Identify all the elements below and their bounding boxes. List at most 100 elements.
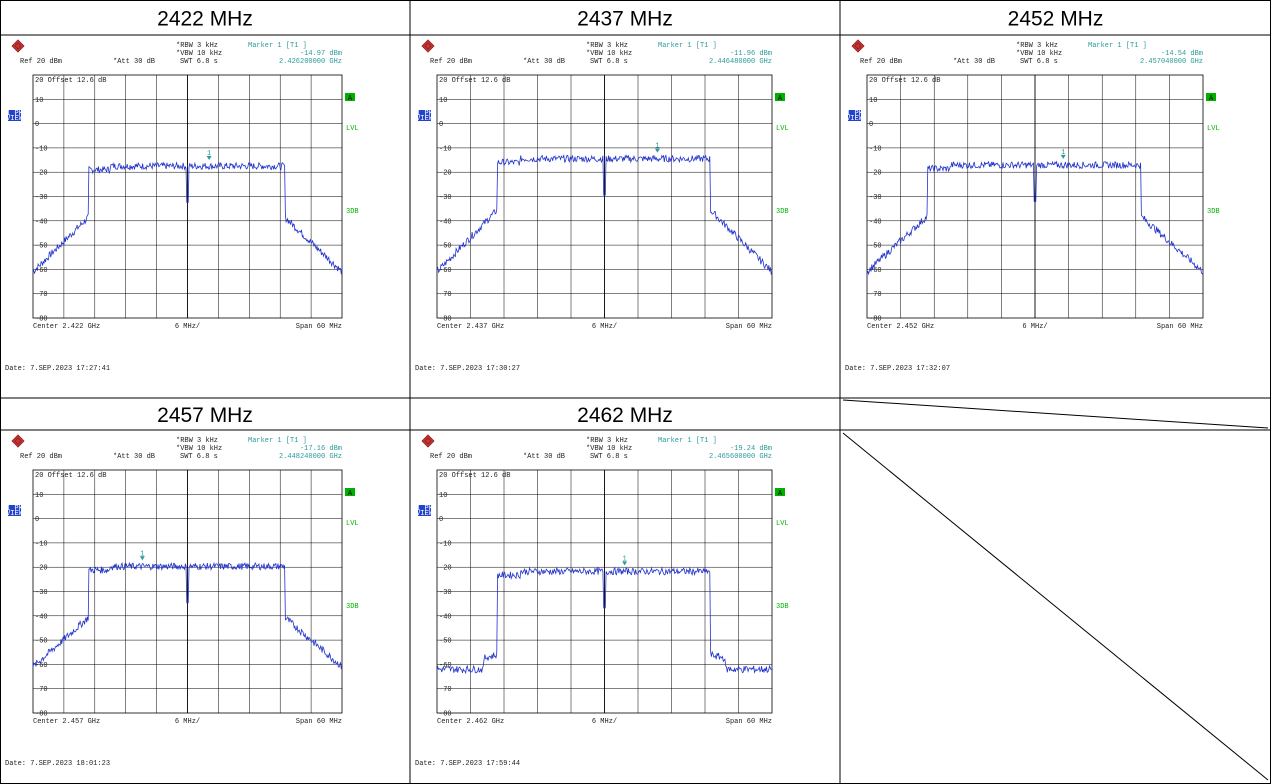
lvl: LVL	[346, 125, 359, 133]
y-tick-label: -60	[35, 662, 48, 670]
att: *Att 30 dB	[113, 58, 155, 66]
span: Span 60 MHz	[726, 323, 772, 331]
att: *Att 30 dB	[953, 58, 995, 66]
column-header: 2462 MHz	[577, 404, 673, 427]
vbw: *VBW 10 kHz	[586, 445, 632, 453]
y-tick-label: -80	[439, 316, 452, 324]
marker-value: -11.96 dBm	[730, 50, 772, 58]
marker	[139, 556, 145, 561]
y-tick-label: -80	[439, 711, 452, 719]
db3: 3DB	[346, 208, 359, 216]
marker-freq: 2.457040000 GHz	[1140, 58, 1203, 66]
trace	[866, 160, 1204, 276]
y-tick-label: 0	[35, 121, 39, 129]
div: 6 MHz/	[592, 323, 617, 331]
a-label: A	[1209, 95, 1214, 103]
date: Date: 7.SEP.2023 17:59:44	[415, 760, 520, 768]
vbw: *VBW 10 kHz	[176, 50, 222, 58]
y-tick-label: -20	[439, 170, 452, 178]
att: *Att 30 dB	[113, 453, 155, 461]
marker-num: 1	[622, 555, 626, 563]
y-tick-label: 0	[869, 121, 873, 129]
y-tick-label: -30	[35, 194, 48, 202]
date: Date: 7.SEP.2023 17:27:41	[5, 365, 110, 373]
y-tick-label: -10	[35, 540, 48, 548]
logo	[421, 39, 435, 53]
offset: 20 Offset 12.6 dB	[35, 472, 106, 480]
center: Center 2.437 GHz	[437, 323, 504, 331]
marker	[654, 148, 660, 153]
marker-value: -19.24 dBm	[730, 445, 772, 453]
diagonal	[842, 399, 1269, 429]
rbw: *RBW 3 kHz	[586, 42, 628, 50]
y-tick-label: -70	[35, 686, 48, 694]
marker-label: Marker 1 [T1 ]	[248, 42, 307, 50]
column-header: 2422 MHz	[157, 8, 253, 31]
lvl: LVL	[776, 125, 789, 133]
date: Date: 7.SEP.2023 17:30:27	[415, 365, 520, 373]
rbw: *RBW 3 kHz	[176, 437, 218, 445]
lvl: LVL	[776, 520, 789, 528]
y-tick-label: -60	[439, 267, 452, 275]
db3: 3DB	[776, 603, 789, 611]
view: VIEW	[846, 115, 864, 123]
view: 1 PK	[416, 505, 434, 513]
rbw: *RBW 3 kHz	[176, 42, 218, 50]
vbw: *VBW 10 kHz	[176, 445, 222, 453]
a-badge	[345, 488, 355, 496]
a-label: A	[348, 490, 353, 498]
y-tick-label: 0	[439, 516, 443, 524]
marker-num: 1	[655, 143, 659, 151]
trace	[32, 561, 343, 670]
att: *Att 30 dB	[523, 58, 565, 66]
y-tick-label: -10	[35, 145, 48, 153]
db3: 3DB	[346, 603, 359, 611]
swt: SWT 6.8 s	[590, 453, 628, 461]
y-tick-label: -70	[439, 291, 452, 299]
column-header: 2457 MHz	[157, 404, 253, 427]
offset: 20 Offset 12.6 dB	[439, 77, 510, 85]
vbw: *VBW 10 kHz	[1016, 50, 1062, 58]
logo	[11, 434, 25, 448]
y-tick-label: -70	[35, 291, 48, 299]
y-tick-label: 10	[439, 492, 447, 500]
y-tick-label: -30	[439, 589, 452, 597]
y-tick-label: -80	[35, 316, 48, 324]
marker-label: Marker 1 [T1 ]	[658, 42, 717, 50]
swt: SWT 6.8 s	[590, 58, 628, 66]
view-badge	[8, 505, 21, 516]
marker-freq: 2.426200000 GHz	[279, 58, 342, 66]
span: Span 60 MHz	[1157, 323, 1203, 331]
lvl: LVL	[346, 520, 359, 528]
ref: Ref 20 dBm	[860, 58, 902, 66]
y-tick-label: -40	[869, 218, 882, 226]
marker-freq: 2.448240000 GHz	[279, 453, 342, 461]
div: 6 MHz/	[175, 718, 200, 726]
y-tick-label: -10	[439, 540, 452, 548]
a-label: A	[778, 490, 783, 498]
y-tick-label: 10	[35, 492, 43, 500]
marker-num: 1	[140, 550, 144, 558]
y-tick-label: -20	[35, 565, 48, 573]
y-tick-label: -50	[35, 243, 48, 251]
y-tick-label: 10	[35, 97, 43, 105]
logo	[851, 39, 865, 53]
offset: 20 Offset 12.6 dB	[869, 77, 940, 85]
y-tick-label: -40	[35, 218, 48, 226]
y-tick-label: 0	[439, 121, 443, 129]
db3: 3DB	[776, 208, 789, 216]
column-header: 2452 MHz	[1008, 8, 1104, 31]
view-badge	[848, 110, 861, 121]
y-tick-label: -50	[439, 638, 452, 646]
marker	[206, 155, 212, 160]
div: 6 MHz/	[175, 323, 200, 331]
lvl: LVL	[1207, 125, 1220, 133]
a-label: A	[348, 95, 353, 103]
marker-freq: 2.446480000 GHz	[709, 58, 772, 66]
swt: SWT 6.8 s	[1020, 58, 1058, 66]
y-tick-label: -70	[439, 686, 452, 694]
view: VIEW	[416, 115, 434, 123]
center: Center 2.452 GHz	[867, 323, 934, 331]
offset: 20 Offset 12.6 dB	[35, 77, 106, 85]
